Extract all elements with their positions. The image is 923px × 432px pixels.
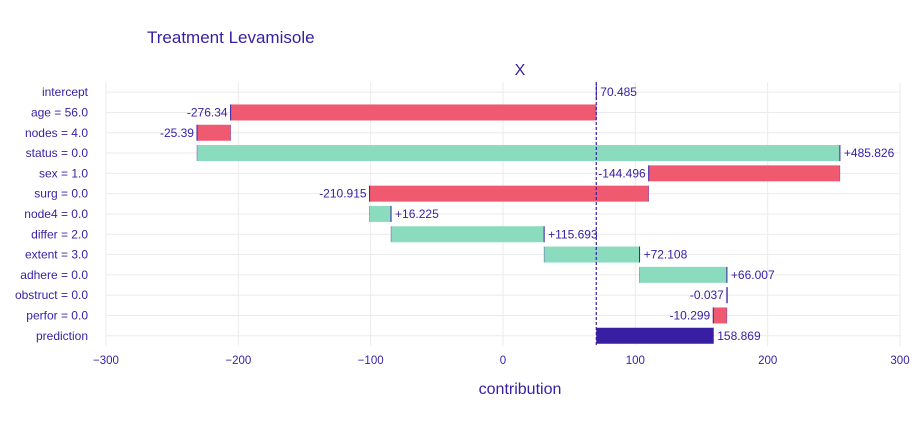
data-label: -25.39 — [160, 126, 194, 140]
y-category-label: differ = 2.0 — [31, 227, 88, 241]
bar-negative — [713, 307, 727, 324]
bar-negative — [196, 124, 231, 141]
data-label: -0.037 — [690, 288, 724, 302]
y-category-label: age = 56.0 — [31, 105, 88, 119]
data-label: -10.299 — [670, 308, 711, 322]
bar-negative — [648, 165, 840, 182]
data-label: -144.496 — [598, 166, 646, 180]
x-tick-label: 300 — [890, 355, 909, 367]
bar-positive — [391, 226, 545, 243]
data-label: +66.007 — [731, 268, 775, 282]
data-label: 70.485 — [600, 85, 637, 99]
x-tick-label: −300 — [93, 355, 119, 367]
bar-prediction — [596, 327, 714, 344]
y-category-label: sex = 1.0 — [39, 166, 88, 180]
y-category-label: surg = 0.0 — [34, 187, 88, 201]
bars-layer — [196, 82, 841, 346]
x-tick-label: 0 — [500, 355, 506, 367]
data-label: +72.108 — [644, 248, 688, 262]
data-label: -276.34 — [187, 105, 228, 119]
y-category-label: node4 = 0.0 — [24, 207, 88, 221]
data-label: +115.693 — [548, 227, 598, 241]
y-category-label: perfor = 0.0 — [26, 308, 88, 322]
bar-positive — [544, 246, 640, 263]
chart-subtitle: X — [515, 62, 526, 79]
y-category-label: status = 0.0 — [26, 146, 89, 160]
bar-positive — [369, 205, 392, 222]
labels-layer: −300 −200 −100 0 100 200 300 intercept 70.485 age… — [15, 85, 910, 367]
grid-lines — [105, 82, 901, 346]
data-label: +16.225 — [395, 207, 439, 221]
x-tick-label: −100 — [358, 355, 384, 367]
x-axis-title: contribution — [479, 381, 562, 398]
y-category-label: nodes = 4.0 — [25, 126, 88, 140]
y-category-label: obstruct = 0.0 — [15, 288, 88, 302]
y-category-label: prediction — [36, 329, 88, 343]
y-category-label: extent = 3.0 — [25, 248, 88, 262]
chart-title: Treatment Levamisole — [147, 28, 315, 47]
bar-negative — [230, 104, 597, 121]
data-label: -210.915 — [319, 187, 367, 201]
data-label: 158.869 — [717, 329, 761, 343]
bar-positive — [196, 145, 840, 162]
x-tick-label: 200 — [758, 355, 777, 367]
x-tick-label: −200 — [225, 355, 251, 367]
bar-negative — [369, 185, 649, 202]
y-category-label: intercept — [42, 85, 89, 99]
x-tick-label: 100 — [626, 355, 645, 367]
y-category-label: adhere = 0.0 — [20, 268, 88, 282]
data-label: +485.826 — [844, 146, 895, 160]
bar-positive — [639, 266, 727, 283]
